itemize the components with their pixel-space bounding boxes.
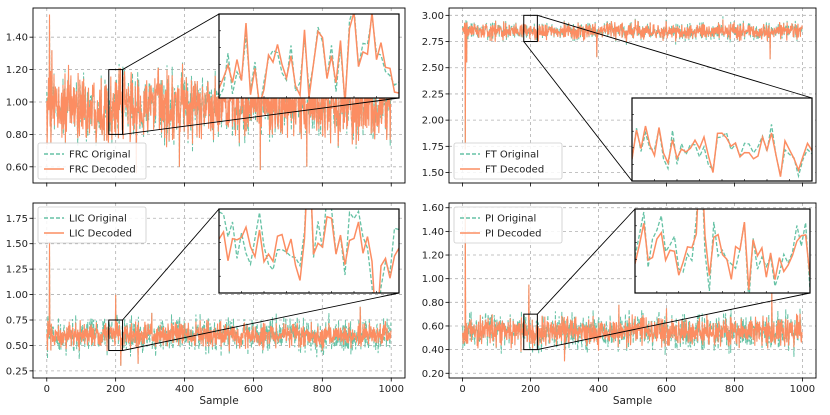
- x-tick-label: 200: [521, 384, 540, 395]
- zoom-window: [523, 14, 538, 43]
- legend-label: FRC Decoded: [69, 165, 136, 176]
- legend-label: PI Decoded: [485, 229, 541, 240]
- y-tick-label: 1.50: [422, 168, 444, 179]
- y-tick-label: 1.40: [422, 227, 444, 238]
- x-tick-label: 1000: [790, 384, 815, 395]
- legend-box: [37, 142, 147, 180]
- series-line-decoded: [46, 241, 392, 366]
- legend: FRC Original FRC Decoded: [37, 142, 147, 180]
- axes-frame: [448, 7, 817, 184]
- axes-frame: [32, 7, 406, 184]
- zoom-connector: [122, 13, 220, 70]
- y-tick-label: 1.00: [6, 97, 28, 108]
- y-tick-label: 0.75: [6, 316, 28, 327]
- legend-label: PI Original: [485, 214, 536, 225]
- inset-line-decoded: [632, 125, 812, 177]
- inset-line-original: [635, 209, 810, 293]
- panel-top-left: 0.60 0.80 1.00 1.20 1.40 FRC Original FRC Deco…: [6, 7, 406, 187]
- inset-line-original: [219, 209, 399, 293]
- y-tick-label: 0.60: [6, 162, 28, 173]
- inset-line-decoded: [219, 209, 399, 293]
- y-tick-label: 1.20: [422, 251, 444, 262]
- series-line-decoded: [462, 19, 803, 150]
- legend-box: [453, 206, 563, 244]
- y-tick-label: 1.75: [422, 142, 444, 153]
- y-tick-label: 0.60: [422, 321, 444, 332]
- zoom-window: [523, 313, 538, 351]
- zoom-window: [108, 69, 124, 135]
- zoom-inset: [218, 13, 400, 99]
- y-tick-label: 1.25: [6, 265, 28, 276]
- zoom-inset: [218, 208, 400, 294]
- zoom-inset: [634, 208, 811, 294]
- y-tick-label: 0.80: [6, 130, 28, 141]
- panel-bottom-right: 0.20 0.40 0.60 0.80 1.00 1.20 1.40 1.60 0 200 400 6…: [422, 202, 817, 407]
- y-tick-label: 0.50: [6, 341, 28, 352]
- x-tick-label: 400: [589, 384, 608, 395]
- legend-label: LIC Decoded: [69, 229, 132, 240]
- y-tick-label: 1.50: [6, 239, 28, 250]
- x-tick-label: 800: [313, 384, 332, 395]
- y-tick-label: 0.40: [422, 345, 444, 356]
- y-tick-label: 1.20: [6, 65, 28, 76]
- zoom-connector: [122, 97, 400, 135]
- legend-label: LIC Original: [69, 214, 127, 225]
- x-axis-label: Sample: [613, 395, 652, 407]
- legend-label: FT Decoded: [485, 165, 544, 176]
- zoom-connector: [523, 41, 633, 182]
- zoom-connector: [122, 208, 220, 321]
- zoom-connector: [122, 292, 400, 351]
- x-tick-label: 800: [725, 384, 744, 395]
- legend-box: [453, 142, 563, 180]
- y-tick-label: 2.50: [422, 63, 444, 74]
- x-axis-label: Sample: [199, 395, 238, 407]
- x-tick-label: 200: [106, 384, 125, 395]
- zoom-connector: [537, 292, 811, 351]
- axes-frame: [32, 202, 406, 379]
- y-tick-label: 2.00: [422, 116, 444, 127]
- legend: LIC Original LIC Decoded: [37, 206, 147, 244]
- legend: PI Original PI Decoded: [453, 206, 563, 244]
- legend-box: [37, 206, 147, 244]
- panel-bottom-left: 0.25 0.50 0.75 1.00 1.25 1.50 1.75 0 200 400 600 80…: [6, 202, 406, 407]
- x-tick-label: 0: [459, 384, 465, 395]
- y-tick-label: 0.80: [422, 298, 444, 309]
- legend-label: FT Original: [485, 150, 539, 161]
- y-tick-label: 1.40: [6, 33, 28, 44]
- legend-label: FRC Original: [69, 150, 131, 161]
- y-tick-label: 1.00: [422, 274, 444, 285]
- y-tick-label: 2.25: [422, 89, 444, 100]
- x-tick-label: 1000: [378, 384, 403, 395]
- x-tick-label: 0: [44, 384, 50, 395]
- y-tick-label: 1.60: [422, 203, 444, 214]
- y-tick-label: 0.20: [422, 369, 444, 380]
- y-tick-label: 1.00: [6, 290, 28, 301]
- x-tick-label: 600: [657, 384, 676, 395]
- y-tick-label: 1.75: [6, 214, 28, 225]
- zoom-inset: [631, 97, 813, 182]
- x-tick-label: 400: [175, 384, 194, 395]
- y-tick-label: 0.25: [6, 366, 28, 377]
- y-tick-label: 2.75: [422, 37, 444, 48]
- x-tick-label: 600: [244, 384, 263, 395]
- series-line-decoded: [462, 213, 803, 362]
- zoom-window: [108, 319, 124, 352]
- zoom-connector: [537, 14, 813, 99]
- legend: FT Original FT Decoded: [453, 142, 563, 180]
- y-tick-label: 3.00: [422, 11, 444, 22]
- inset-line-decoded: [635, 209, 810, 290]
- axes-frame: [448, 202, 817, 379]
- zoom-connector: [537, 208, 636, 315]
